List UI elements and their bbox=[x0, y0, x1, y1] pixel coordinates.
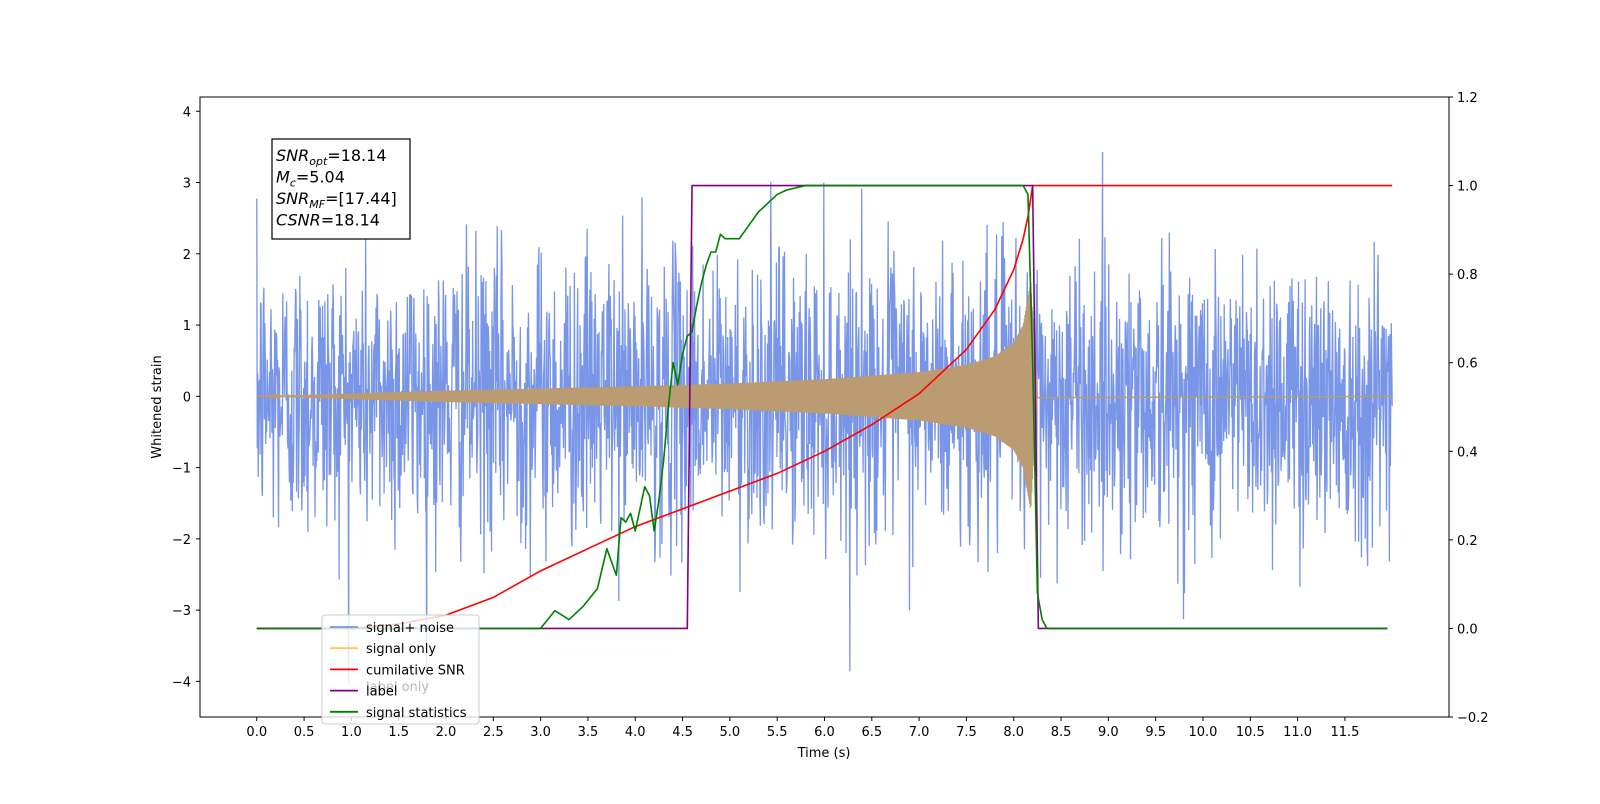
annotation-line: CSNR=18.14 bbox=[276, 211, 380, 230]
x-tick-label: 2.5 bbox=[483, 725, 504, 740]
x-tick-label: 4.5 bbox=[672, 725, 693, 740]
x-tick-label: 1.0 bbox=[341, 725, 362, 740]
x-tick-label: 3.5 bbox=[578, 725, 599, 740]
x-tick-label: 0.0 bbox=[246, 725, 267, 740]
y2-tick-label: −0.2 bbox=[1457, 711, 1489, 726]
x-tick-label: 9.5 bbox=[1145, 725, 1166, 740]
y-tick-label: −2 bbox=[172, 533, 191, 548]
series-cumilative-snr bbox=[256, 184, 1393, 630]
x-tick-label: 5.5 bbox=[767, 725, 788, 740]
x-tick-label: 9.0 bbox=[1098, 725, 1119, 740]
y2-tick-label: 1.2 bbox=[1457, 91, 1478, 106]
legend-label: signal+ noise bbox=[366, 621, 454, 636]
series-signal-statistics bbox=[256, 184, 1388, 630]
x-tick-label: 6.0 bbox=[814, 725, 835, 740]
y-axis-label: Whitened strain bbox=[150, 355, 165, 458]
x-tick-label: 2.0 bbox=[436, 725, 457, 740]
y-tick-label: 3 bbox=[183, 177, 191, 192]
x-tick-label: 7.0 bbox=[909, 725, 930, 740]
x-axis-label: Time (s) bbox=[797, 746, 851, 761]
y2-tick-label: 0.0 bbox=[1457, 622, 1478, 637]
x-tick-label: 0.5 bbox=[294, 725, 315, 740]
plot-area bbox=[256, 151, 1393, 689]
x-tick-label: 8.0 bbox=[1003, 725, 1024, 740]
x-tick-label: 3.0 bbox=[530, 725, 551, 740]
y2-tick-label: 0.6 bbox=[1457, 357, 1478, 372]
x-tick-label: 11.0 bbox=[1283, 725, 1312, 740]
series-signal-only bbox=[256, 282, 1393, 508]
y-axis-left: −4 −3 −2 −1 0 1 2 3 4 bbox=[172, 105, 200, 690]
legend: label only signal+ noise signal only cumila… bbox=[321, 614, 480, 725]
legend-frame bbox=[321, 614, 480, 725]
y2-tick-label: 0.4 bbox=[1457, 445, 1478, 460]
y-tick-label: −4 bbox=[172, 675, 191, 690]
x-axis: 0.0 0.5 1.0 1.5 2.0 2.5 3.0 3.5 4.0 4.5 5.0 5.5 6.0 6… bbox=[246, 717, 1359, 740]
x-tick-label: 1.5 bbox=[388, 725, 409, 740]
legend-label: signal only bbox=[366, 642, 436, 657]
y-tick-label: 0 bbox=[183, 390, 191, 405]
x-tick-label: 10.0 bbox=[1189, 725, 1218, 740]
y-tick-label: 1 bbox=[183, 319, 191, 334]
series-signal-noise bbox=[256, 151, 1393, 689]
x-tick-label: 7.5 bbox=[956, 725, 977, 740]
y-axis-right: −0.2 0.0 0.2 0.4 0.6 0.8 1.0 1.2 bbox=[1449, 91, 1489, 726]
legend-label: cumilative SNR bbox=[366, 663, 465, 678]
legend-label: label bbox=[366, 685, 397, 700]
annotation-line: Mc=5.04 bbox=[276, 168, 345, 190]
y-tick-label: 2 bbox=[183, 248, 191, 263]
x-tick-label: 10.5 bbox=[1236, 725, 1265, 740]
x-tick-label: 4.0 bbox=[625, 725, 646, 740]
x-tick-label: 11.5 bbox=[1330, 725, 1359, 740]
y2-tick-label: 0.2 bbox=[1457, 534, 1478, 549]
y2-tick-label: 0.8 bbox=[1457, 268, 1478, 283]
y-tick-label: −1 bbox=[172, 462, 191, 477]
annotation-box: SNRopt=18.14Mc=5.04SNRMF=[17.44]CSNR=18.… bbox=[271, 138, 411, 240]
y2-tick-label: 1.0 bbox=[1457, 180, 1478, 195]
x-tick-label: 5.0 bbox=[720, 725, 741, 740]
annotation-frame bbox=[271, 138, 411, 240]
annotation-line: SNRMF=[17.44] bbox=[276, 189, 397, 211]
annotation-line: SNRopt=18.14 bbox=[276, 146, 387, 168]
legend-overlap-text: label only bbox=[366, 680, 429, 695]
x-tick-label: 6.5 bbox=[861, 725, 882, 740]
y-tick-label: 4 bbox=[183, 105, 191, 120]
legend-label: signal statistics bbox=[366, 706, 467, 721]
y-tick-label: −3 bbox=[172, 604, 191, 619]
x-tick-label: 8.5 bbox=[1051, 725, 1072, 740]
